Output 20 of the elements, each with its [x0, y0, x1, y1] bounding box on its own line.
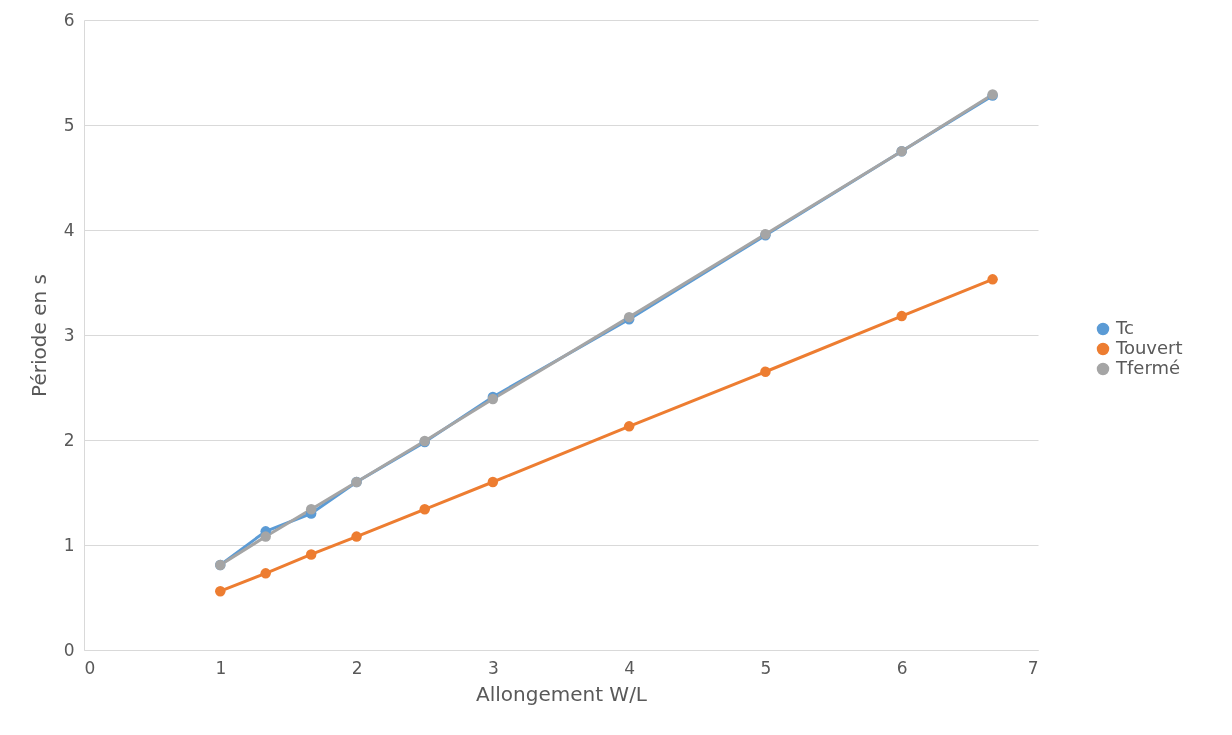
y-tick-label: 2	[63, 429, 75, 450]
x-tick-label: 0	[84, 657, 96, 678]
x-tick-label: 3	[487, 657, 499, 678]
legend-label: Tc	[1115, 317, 1134, 338]
x-axis-title: Allongement W/L	[475, 681, 648, 706]
y-tick-label: 3	[63, 324, 75, 345]
y-axis-title: Période en s	[26, 274, 51, 397]
y-tick-label: 4	[63, 219, 75, 240]
y-tick-label: 5	[63, 114, 75, 135]
legend-label: Touvert	[1115, 337, 1183, 358]
x-tick-label: 1	[215, 657, 227, 678]
x-tick-label: 7	[1027, 657, 1039, 678]
x-tick-label: 5	[760, 657, 772, 678]
y-tick-label: 6	[63, 9, 75, 30]
x-tick-label: 4	[624, 657, 636, 678]
legend-label: Tfermé	[1115, 357, 1181, 378]
y-tick-label: 0	[63, 639, 75, 660]
x-tick-label: 2	[351, 657, 363, 678]
y-tick-label: 1	[63, 534, 75, 555]
x-tick-label: 6	[896, 657, 908, 678]
